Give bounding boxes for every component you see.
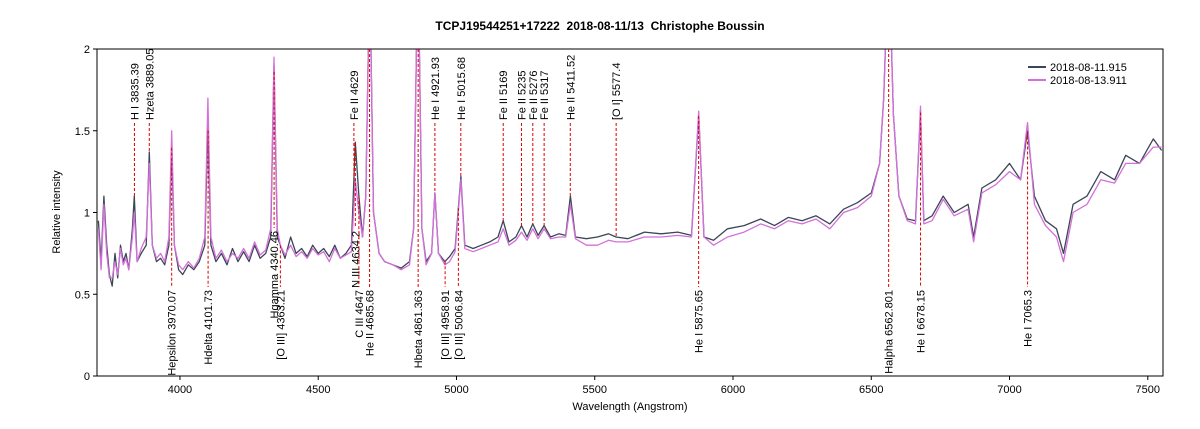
line-label: Halpha 6562.801 — [884, 290, 896, 374]
line-label: [O III] 4363.21 — [275, 290, 287, 360]
y-tick-label: 2 — [84, 44, 90, 56]
line-label: C III 4647 — [354, 290, 366, 338]
line-label: [O I] 5577.4 — [611, 63, 623, 120]
line-label: [O III] 4958.91 — [440, 290, 452, 360]
line-label: Fe II 5169 — [498, 70, 510, 120]
line-label: He II 5411.52 — [565, 55, 577, 120]
line-label: Hzeta 3889.05 — [144, 48, 156, 120]
y-tick-label: 0.5 — [75, 289, 90, 301]
line-label: He I 6678.15 — [916, 290, 928, 353]
line-label: H I 3835.39 — [129, 63, 141, 120]
line-label: Fe II 4629 — [349, 70, 361, 120]
x-tick-label: 5000 — [444, 384, 468, 396]
line-label: Fe II 5276 — [528, 70, 540, 120]
line-label: He II 4685.68 — [365, 290, 377, 356]
line-label: Hbeta 4861.363 — [413, 290, 425, 368]
line-label: Hepsilon 3970.07 — [167, 290, 179, 376]
chart-title: TCPJ19544251+17222 2018-08-11/13 Christo… — [435, 19, 764, 33]
line-label: Fe II 5235 — [516, 70, 528, 120]
line-label: He I 4921.93 — [430, 57, 442, 120]
y-tick-label: 1.5 — [75, 126, 90, 138]
line-label: Hgamma 4340.46 — [269, 231, 281, 318]
y-tick-label: 1 — [84, 208, 90, 220]
x-tick-label: 4500 — [306, 384, 330, 396]
x-tick-label: 5500 — [583, 384, 607, 396]
line-label: Hdelta 4101.73 — [203, 290, 215, 365]
x-tick-label: 7000 — [997, 384, 1021, 396]
legend-label: 2018-08-11.915 — [1050, 62, 1127, 74]
line-label: [O III] 5006.84 — [453, 290, 465, 360]
x-tick-label: 6500 — [859, 384, 883, 396]
line-label: N III 4634.2 — [350, 231, 362, 288]
x-tick-label: 6000 — [721, 384, 745, 396]
plot-area — [97, 49, 1163, 287]
line-label: He I 5015.68 — [456, 57, 468, 120]
legend-label: 2018-08-13.911 — [1050, 75, 1127, 87]
y-tick-label: 0 — [84, 371, 90, 383]
x-tick-label: 4000 — [168, 384, 192, 396]
x-tick-label: 7500 — [1136, 384, 1160, 396]
line-label: Fe II 5317 — [539, 70, 551, 120]
line-label: He I 5875.65 — [694, 290, 706, 353]
x-axis-label: Wavelength (Angstrom) — [572, 401, 687, 413]
spectrum-line — [97, 49, 1162, 279]
y-axis-label: Relative intensity — [51, 170, 63, 254]
line-label: He I 7065.3 — [1023, 290, 1035, 347]
